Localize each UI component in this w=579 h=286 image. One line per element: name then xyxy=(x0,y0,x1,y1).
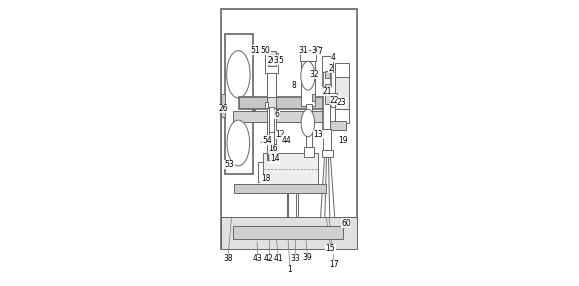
Text: 38: 38 xyxy=(223,254,233,263)
Text: 4: 4 xyxy=(331,53,336,62)
Bar xyxy=(233,226,343,239)
Text: 53: 53 xyxy=(225,160,234,169)
Bar xyxy=(221,9,357,249)
Text: 39: 39 xyxy=(303,253,312,262)
Text: 30: 30 xyxy=(312,45,321,55)
Bar xyxy=(258,162,267,182)
Bar xyxy=(225,34,253,174)
Text: 21: 21 xyxy=(323,87,332,96)
Bar xyxy=(233,111,332,122)
Bar xyxy=(234,184,326,193)
Text: 41: 41 xyxy=(273,254,283,263)
Bar xyxy=(325,71,330,78)
Text: 23: 23 xyxy=(337,98,347,108)
Text: 31: 31 xyxy=(299,45,309,55)
Text: 17: 17 xyxy=(329,260,339,269)
Bar xyxy=(263,153,318,186)
Bar xyxy=(335,77,349,109)
Text: 3: 3 xyxy=(273,55,278,65)
Circle shape xyxy=(301,61,315,90)
Text: 16: 16 xyxy=(269,144,278,153)
Bar xyxy=(252,99,255,110)
Text: 20: 20 xyxy=(267,55,277,65)
Text: 32: 32 xyxy=(309,70,319,79)
Text: 1: 1 xyxy=(288,265,292,274)
Circle shape xyxy=(227,120,250,166)
Text: 22: 22 xyxy=(330,96,339,105)
Bar xyxy=(221,217,357,249)
Bar xyxy=(312,94,315,101)
Bar xyxy=(268,51,276,66)
Text: 44: 44 xyxy=(282,136,292,145)
Text: 2: 2 xyxy=(328,64,333,73)
Bar xyxy=(267,97,276,108)
Bar xyxy=(269,132,274,154)
Bar xyxy=(305,147,314,157)
Text: 60: 60 xyxy=(341,219,351,228)
Text: 26: 26 xyxy=(219,104,229,113)
Circle shape xyxy=(226,51,250,98)
Bar xyxy=(335,63,349,123)
Text: 19: 19 xyxy=(338,136,348,145)
Bar xyxy=(266,102,267,108)
Text: 50: 50 xyxy=(261,45,270,55)
Bar xyxy=(324,129,331,157)
Bar xyxy=(331,121,346,130)
Bar xyxy=(268,153,276,160)
Text: 51: 51 xyxy=(250,45,260,55)
Bar xyxy=(325,84,331,104)
Text: 43: 43 xyxy=(253,254,263,263)
Text: 54: 54 xyxy=(262,136,272,145)
Text: 7: 7 xyxy=(317,47,323,56)
Bar xyxy=(269,107,274,133)
Bar xyxy=(322,56,332,72)
Text: 5: 5 xyxy=(278,55,283,65)
Bar xyxy=(331,93,337,103)
Text: 18: 18 xyxy=(261,174,270,183)
Bar xyxy=(331,107,335,123)
Bar xyxy=(300,50,316,61)
Bar xyxy=(306,104,313,157)
Bar xyxy=(267,60,276,160)
Bar xyxy=(322,150,332,157)
Text: 13: 13 xyxy=(314,130,323,139)
Text: 42: 42 xyxy=(264,254,273,263)
Text: 8: 8 xyxy=(291,81,296,90)
Bar xyxy=(221,94,225,117)
Bar xyxy=(324,66,331,130)
Text: 12: 12 xyxy=(275,130,284,139)
Text: 6: 6 xyxy=(274,110,279,119)
Text: 15: 15 xyxy=(325,244,335,253)
Text: 14: 14 xyxy=(270,154,280,163)
Bar xyxy=(239,97,326,109)
Bar xyxy=(266,53,278,73)
Text: 33: 33 xyxy=(290,254,300,263)
Bar xyxy=(301,57,315,106)
Circle shape xyxy=(301,109,314,137)
